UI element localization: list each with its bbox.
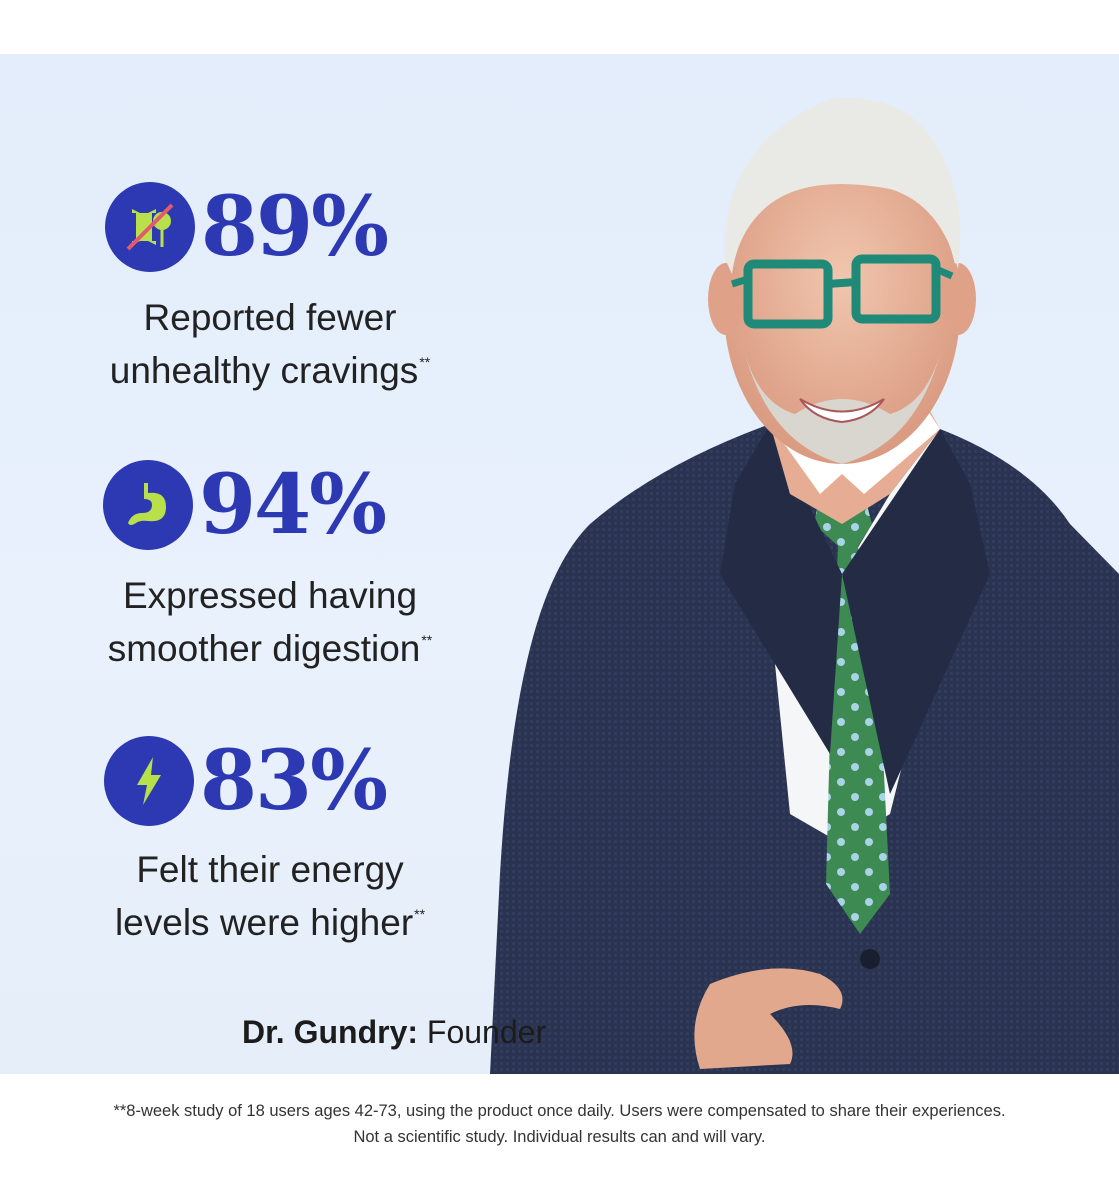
stat-description-line2-text: levels were higher <box>114 902 414 943</box>
footnote-marker: ** <box>419 354 431 370</box>
founder-name: Dr. Gundry: <box>242 1014 419 1050</box>
stat-head: 83% <box>104 733 388 829</box>
stat-description-line2: unhealthy cravings** <box>40 340 500 393</box>
stat-head: 94% <box>103 457 387 553</box>
stat-description-line2-text: unhealthy cravings <box>109 350 419 391</box>
candy-crossed-icon <box>105 182 195 272</box>
stat-value: 83% <box>200 733 388 829</box>
study-footnote: **8-week study of 18 users ages 42-73, u… <box>0 1098 1119 1150</box>
stat-description: Reported fewer unhealthy cravings** <box>40 296 500 393</box>
founder-caption: Dr. Gundry: Founder <box>242 1014 546 1051</box>
founder-portrait <box>490 97 1119 1074</box>
lightning-bolt-icon <box>104 736 194 826</box>
stat-description-line1: Felt their energy <box>136 849 404 890</box>
stomach-icon <box>103 460 193 550</box>
stat-description-line1: Expressed having <box>122 575 418 616</box>
stat-value: 89% <box>201 179 389 275</box>
stat-description: Felt their energy levels were higher** <box>40 848 500 945</box>
founder-role: Founder <box>426 1014 547 1050</box>
footnote-marker: ** <box>421 632 433 648</box>
stat-description-line1: Reported fewer <box>143 297 397 338</box>
stat-value: 94% <box>199 457 387 553</box>
footnote-line1: **8-week study of 18 users ages 42-73, u… <box>113 1102 1006 1120</box>
stat-description: Expressed having smoother digestion** <box>40 574 500 671</box>
footnote-line2: Not a scientific study. Individual resul… <box>353 1128 766 1146</box>
footnote-marker: ** <box>414 906 426 922</box>
stat-head: 89% <box>105 179 389 275</box>
hero-panel: 89% Reported fewer unhealthy cravings** … <box>0 54 1119 1074</box>
stat-description-line2-text: smoother digestion <box>107 628 421 669</box>
stat-description-line2: smoother digestion** <box>40 618 500 671</box>
stat-description-line2: levels were higher** <box>40 892 500 945</box>
